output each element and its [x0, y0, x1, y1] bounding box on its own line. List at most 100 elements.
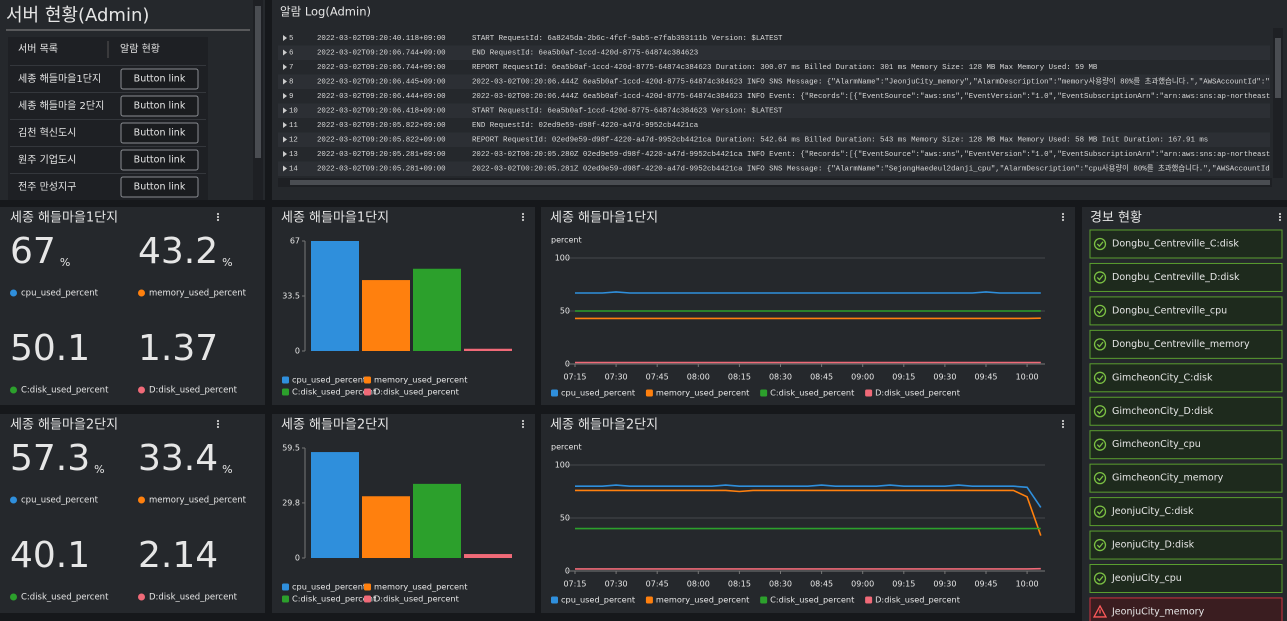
legend-label: memory_used_percent — [656, 388, 750, 398]
log-message: 2022-03-02T00:20:05.281Z 02ed9e59-d98f-4… — [472, 163, 1287, 173]
x-tick-label: 07:45 — [646, 373, 669, 382]
button[interactable] — [120, 176, 199, 198]
server-name: 김천 혁신도시 — [18, 127, 76, 139]
series-line — [575, 489, 1042, 536]
ok-check — [1096, 241, 1104, 248]
ok-icon — [1093, 438, 1107, 451]
menu-dot — [1061, 425, 1065, 429]
legend-dot — [138, 386, 145, 394]
legend-label: memory_used_percent — [374, 375, 468, 385]
button[interactable] — [120, 122, 199, 144]
button-label[interactable]: Button link — [134, 155, 186, 166]
x-tick-label: 07:15 — [563, 373, 586, 382]
panel-menu — [521, 419, 525, 429]
alarm-icon — [1092, 604, 1108, 618]
bar — [362, 280, 410, 351]
menu-dot — [521, 422, 525, 426]
log-number: 5 — [289, 35, 293, 43]
legend-dot — [138, 496, 145, 504]
metric-label: C:disk_used_percent — [21, 386, 109, 396]
log-message: END RequestId: 02ed9e59-d98f-4220-a47d-9… — [472, 122, 699, 130]
metric-unit: % — [222, 256, 232, 269]
x-tick-label: 08:45 — [810, 580, 833, 589]
legend-label: cpu_used_percent — [292, 375, 367, 385]
alarm-name: Dongbu_Centreville_C:disk — [1112, 239, 1239, 250]
alarm-name: GimcheonCity_memory — [1112, 473, 1224, 484]
legend-dot — [10, 386, 17, 394]
server-panel-title: 서버 현황(Admin) — [6, 5, 149, 26]
button-label[interactable]: Button link — [134, 101, 186, 112]
column-header: 서버 목록 — [18, 43, 58, 55]
metric-label: C:disk_used_percent — [21, 593, 109, 603]
scrollbar-thumb[interactable] — [1275, 38, 1281, 98]
menu-dot — [521, 212, 525, 216]
log-number: 10 — [289, 107, 298, 115]
alarm-item — [1089, 463, 1283, 493]
legend-swatch — [551, 389, 558, 397]
log-number: 12 — [289, 136, 298, 144]
button[interactable] — [120, 149, 199, 171]
button[interactable] — [120, 95, 199, 117]
x-tick-label: 09:00 — [851, 373, 874, 382]
menu-dot — [1061, 422, 1065, 426]
bar — [362, 496, 410, 558]
x-tick-label: 09:45 — [974, 373, 997, 382]
ok-check — [1096, 341, 1104, 348]
alarm-item — [1089, 329, 1283, 359]
log-message: REPORT RequestId: 02ed9e59-d98f-4220-a47… — [472, 136, 1208, 144]
legend-swatch — [760, 389, 768, 397]
scrollbar-thumb[interactable] — [290, 180, 1270, 185]
legend-swatch — [282, 595, 289, 603]
y-tick-label: 100 — [555, 254, 570, 263]
panel-menu — [521, 212, 525, 222]
ok-check — [1096, 375, 1104, 381]
expand-arrow — [283, 151, 287, 157]
y-tick-label: 50 — [560, 307, 570, 316]
alarm-name: JeonjuCity_C:disk — [1111, 506, 1194, 517]
y-tick-label: 59.5 — [282, 444, 300, 453]
ok-check — [1096, 274, 1104, 281]
menu-dot — [1061, 212, 1065, 216]
button[interactable] — [120, 68, 199, 90]
metric-label: D:disk_used_percent — [149, 593, 238, 603]
legend-dot — [10, 593, 17, 601]
menu-dot — [216, 218, 220, 222]
number-panel — [0, 207, 265, 405]
ok-icon — [1093, 572, 1107, 585]
metric-value: 43.2 — [138, 231, 218, 272]
x-tick-label: 08:30 — [769, 580, 792, 589]
button-label[interactable]: Button link — [134, 128, 186, 139]
x-tick-label: 10:00 — [1016, 580, 1039, 589]
menu-dot — [1061, 218, 1065, 222]
expand-arrow — [283, 35, 287, 41]
panel-menu — [1061, 212, 1065, 222]
line-panel — [541, 414, 1075, 613]
ok-check — [1096, 542, 1104, 549]
legend-swatch — [364, 376, 371, 384]
expand-arrow — [283, 49, 287, 56]
legend-swatch — [551, 596, 558, 604]
menu-dot — [216, 422, 220, 426]
log-time: 2022-03-02T09:20:06.744+09:00 — [317, 49, 446, 57]
x-tick-label: 08:30 — [769, 373, 792, 382]
log-number: 14 — [289, 165, 298, 173]
panel-title: 세종 해들마을2단지 — [550, 418, 658, 433]
legend-label: D:disk_used_percent — [374, 594, 460, 604]
scrollbar-thumb[interactable] — [255, 6, 261, 158]
bar — [464, 554, 512, 558]
legend-label: cpu_used_percent — [292, 582, 367, 592]
log-number: 13 — [289, 151, 298, 159]
button-label[interactable]: Button link — [134, 182, 186, 193]
alarm-item — [1089, 363, 1283, 393]
y-tick-label: 67 — [290, 237, 300, 246]
metric-value: 40.1 — [10, 535, 90, 576]
ok-icon — [1093, 471, 1107, 485]
button-label[interactable]: Button link — [134, 74, 186, 85]
log-panel-title: 알람 Log(Admin) — [280, 5, 371, 19]
legend-label: C:disk_used_percent — [770, 595, 855, 605]
log-time: 2022-03-02T09:20:06.444+09:00 — [317, 93, 446, 101]
scrollbar[interactable] — [1273, 28, 1283, 178]
y-tick-label: 33.5 — [282, 292, 300, 301]
legend-swatch — [282, 388, 289, 396]
alarm-name: JeonjuCity_D:disk — [1111, 540, 1195, 551]
